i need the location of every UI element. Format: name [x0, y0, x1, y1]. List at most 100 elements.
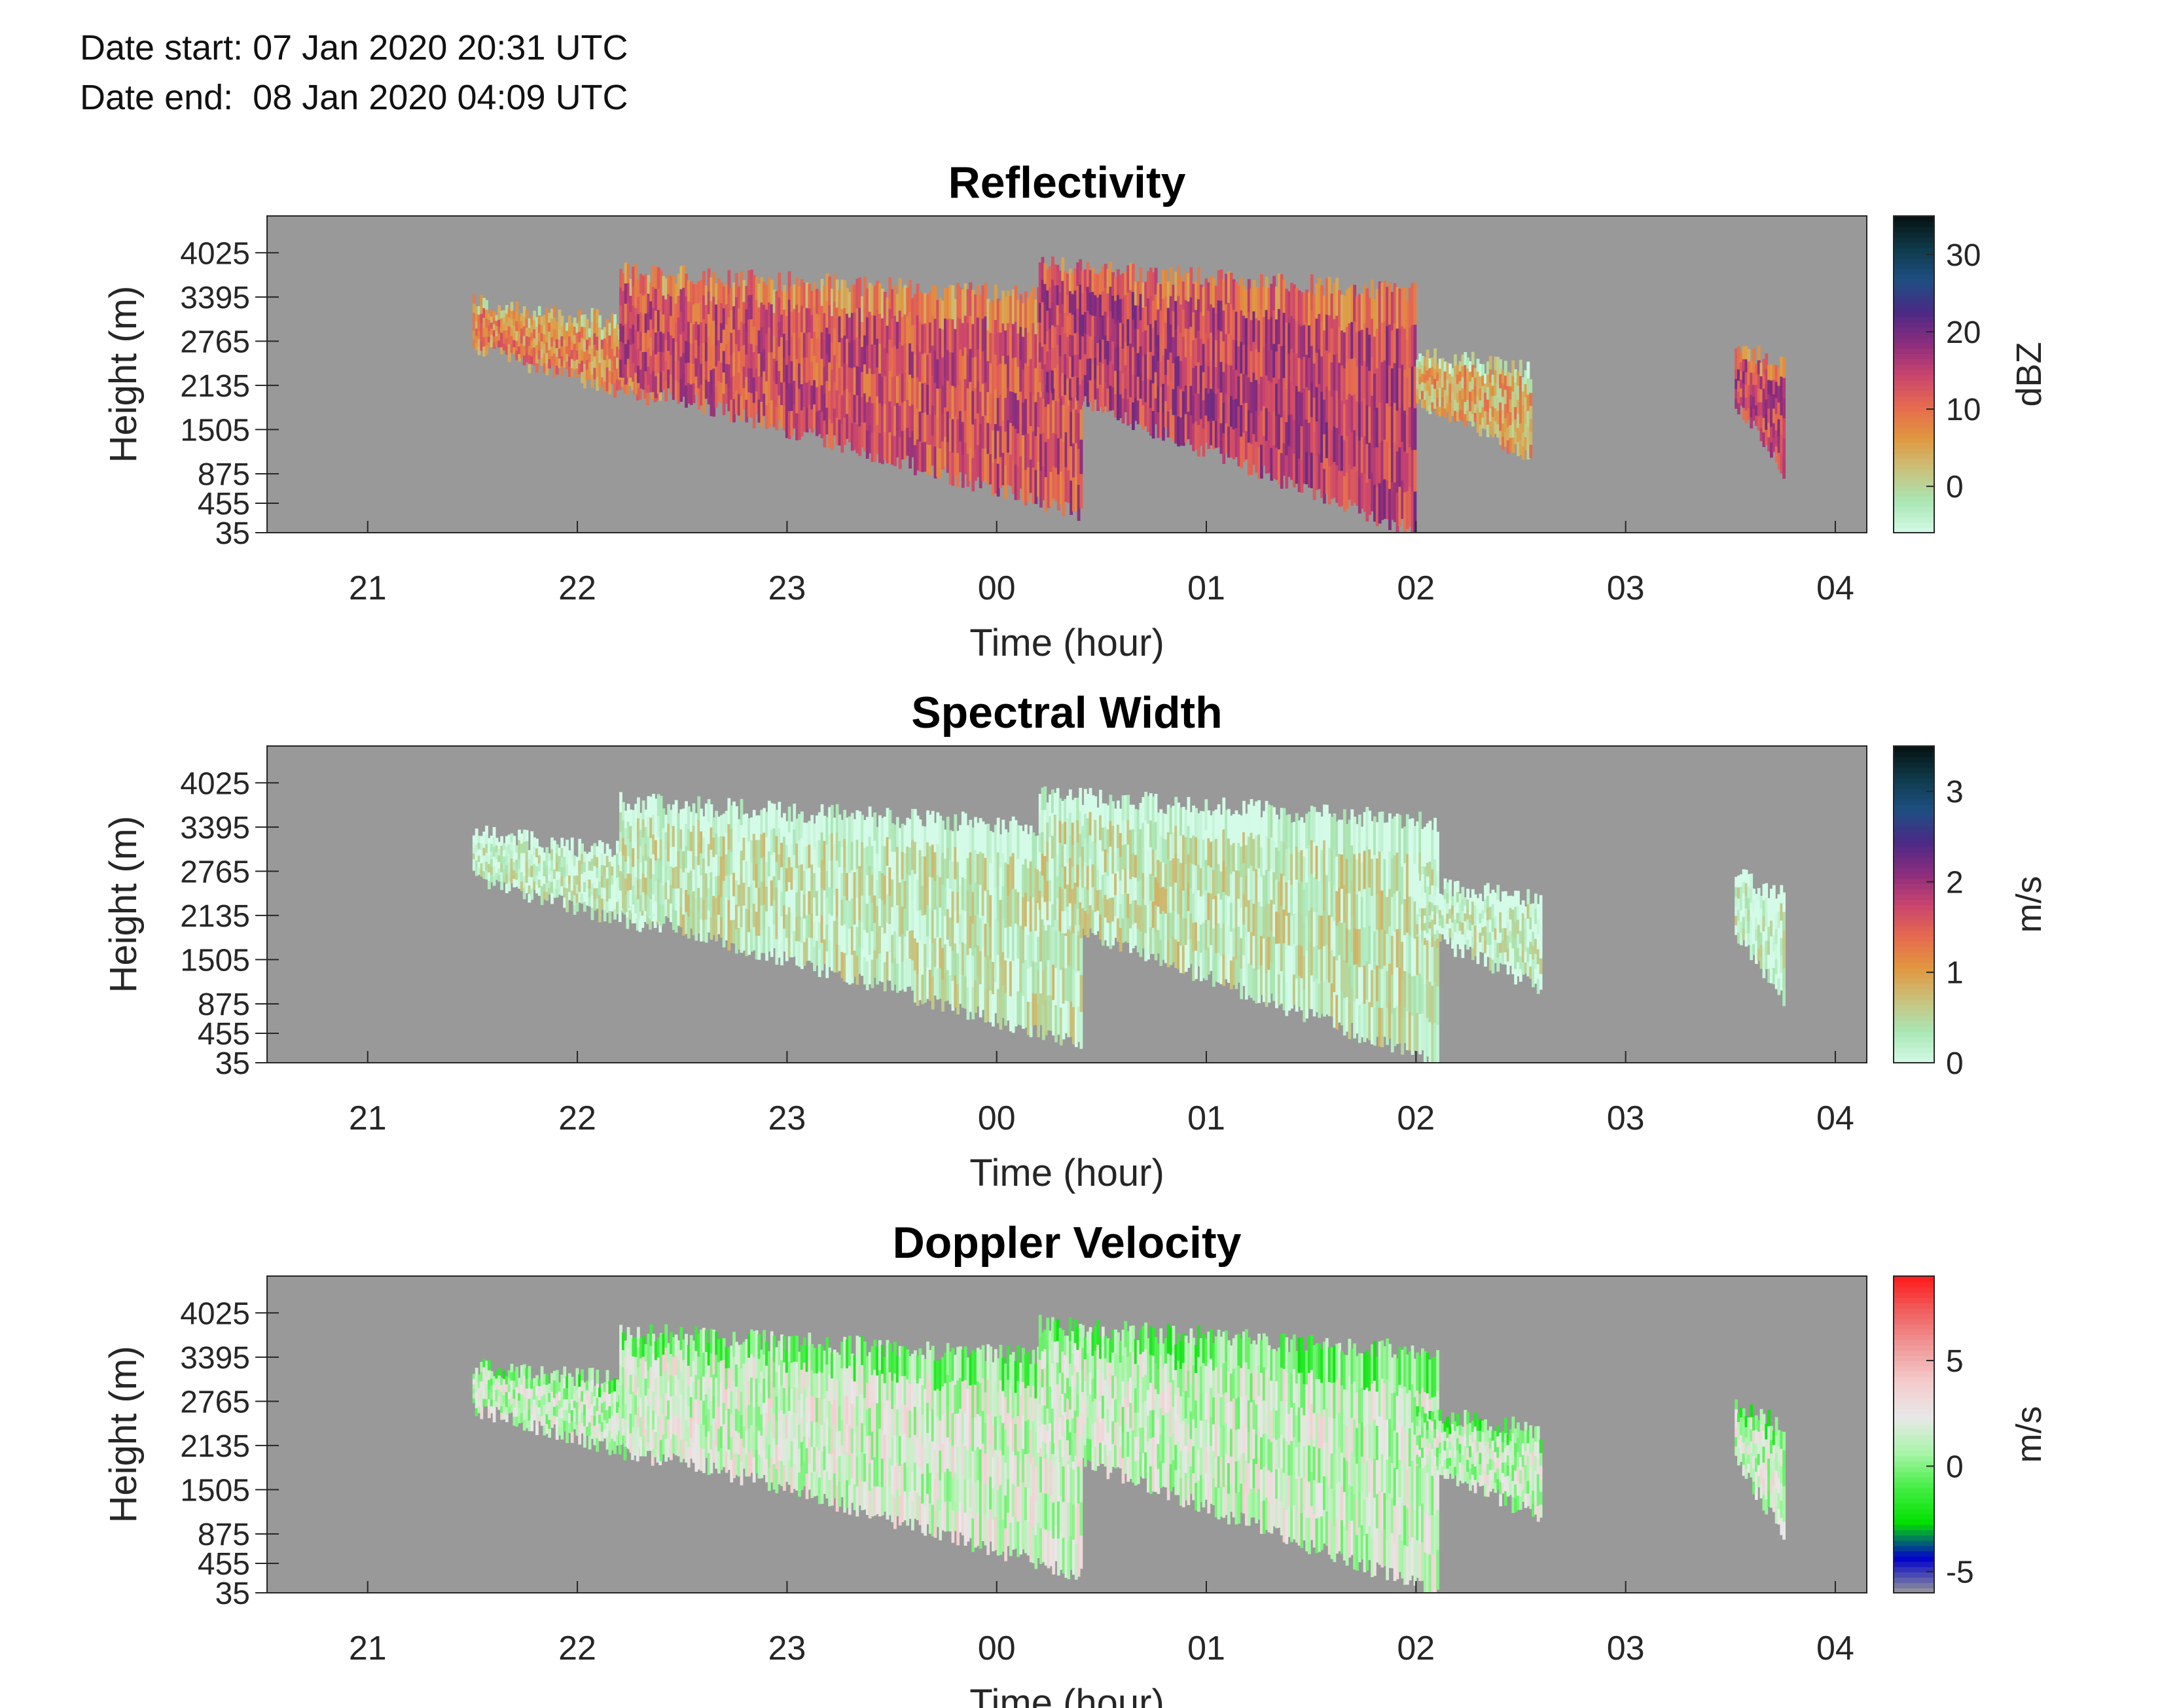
echo-cell — [1232, 814, 1236, 844]
echo-cell — [767, 277, 771, 303]
echo-cell — [482, 863, 486, 872]
echo-cell — [1081, 357, 1085, 380]
echo-cell — [1494, 369, 1498, 383]
echo-cell — [1154, 397, 1158, 425]
echo-cell — [1405, 376, 1409, 416]
echo-cell — [689, 831, 693, 851]
echo-cell — [725, 383, 729, 404]
echo-cell — [838, 944, 842, 971]
echo-cell — [1121, 868, 1125, 894]
echo-cell — [578, 849, 582, 861]
echo-cell — [1247, 311, 1251, 345]
echo-cell — [548, 349, 551, 359]
echo-cell — [616, 877, 619, 890]
echo-cell — [772, 380, 776, 404]
echo-cell — [1071, 272, 1075, 294]
echo-cell — [507, 853, 511, 864]
echo-cell — [1413, 324, 1417, 366]
echo-cell — [1247, 409, 1251, 443]
echo-cell — [740, 926, 744, 953]
echo-cell — [704, 285, 708, 305]
echo-cell — [1083, 374, 1087, 397]
echo-cell — [1486, 386, 1490, 400]
echo-cell — [1169, 380, 1173, 410]
echo-cell — [924, 293, 927, 324]
echo-cell — [825, 327, 829, 355]
echo-cell — [644, 313, 648, 333]
echo-cell — [1323, 468, 1326, 504]
echo-cell — [765, 380, 768, 406]
echo-cell — [846, 872, 849, 900]
echo-cell — [853, 366, 857, 395]
echo-cell — [624, 283, 628, 304]
echo-cell — [1494, 357, 1498, 370]
echo-cell — [840, 279, 844, 310]
echo-cell — [838, 315, 842, 342]
echo-cell — [1393, 283, 1397, 324]
echo-cell — [1199, 952, 1203, 982]
echo-cell — [692, 825, 696, 848]
echo-cell — [765, 285, 768, 310]
echo-cell — [1144, 819, 1147, 849]
echo-cell — [1360, 472, 1364, 509]
echo-cell — [1403, 410, 1407, 452]
echo-cell — [1119, 832, 1123, 857]
echo-cell — [1149, 793, 1153, 821]
echo-cell — [1073, 819, 1077, 841]
echo-cell — [976, 883, 980, 916]
echo-cell — [670, 374, 673, 395]
echo-cell — [1486, 361, 1490, 375]
echo-cell — [732, 398, 736, 423]
echo-cell — [732, 352, 736, 376]
echo-cell — [1052, 929, 1056, 965]
echo-cell — [1503, 431, 1507, 447]
echo-cell — [956, 861, 960, 893]
echo-cell — [1076, 377, 1080, 401]
echo-cell — [793, 905, 797, 932]
echo-cell — [540, 876, 544, 887]
echo-cell — [608, 885, 612, 899]
echo-cell — [497, 855, 501, 863]
echo-cell — [710, 369, 713, 393]
echo-cell — [600, 876, 604, 888]
echo-cell — [1126, 345, 1130, 373]
echo-cell — [1109, 820, 1113, 847]
echo-cell — [895, 402, 899, 431]
echo-cell — [1177, 858, 1180, 887]
echo-cell — [989, 894, 992, 927]
echo-cell — [1300, 325, 1304, 360]
echo-cell — [715, 345, 718, 366]
echo-cell — [492, 827, 496, 838]
echo-cell — [888, 370, 892, 402]
echo-cell — [1067, 404, 1071, 438]
echo-cell — [578, 891, 582, 903]
echo-cell — [700, 279, 703, 302]
echo-cell — [916, 847, 920, 880]
echo-cell — [833, 408, 837, 436]
echo-cell — [1169, 834, 1173, 861]
echo-cell — [1041, 432, 1045, 467]
echo-cell — [795, 385, 799, 414]
echo-cell — [1172, 336, 1176, 363]
echo-cell — [1242, 285, 1246, 316]
echo-cell — [1225, 838, 1228, 867]
echo-cell — [704, 803, 708, 828]
echo-cell — [1524, 436, 1528, 451]
echo-cell — [545, 308, 549, 320]
echo-cell — [1109, 261, 1113, 287]
echo-cell — [702, 878, 706, 900]
echo-cell — [677, 906, 681, 926]
echo-cell — [888, 866, 892, 896]
echo-cell — [1390, 405, 1394, 444]
echo-cell — [1132, 346, 1135, 375]
echo-cell — [770, 399, 774, 425]
echo-cell — [1436, 389, 1439, 398]
echo-cell — [818, 314, 821, 340]
echo-cell — [513, 844, 516, 854]
echo-cell — [1222, 310, 1226, 342]
echo-cell — [825, 950, 829, 978]
echo-cell — [787, 327, 791, 356]
echo-cell — [911, 351, 914, 378]
echo-cell — [1172, 935, 1176, 963]
echo-cell — [646, 380, 649, 393]
